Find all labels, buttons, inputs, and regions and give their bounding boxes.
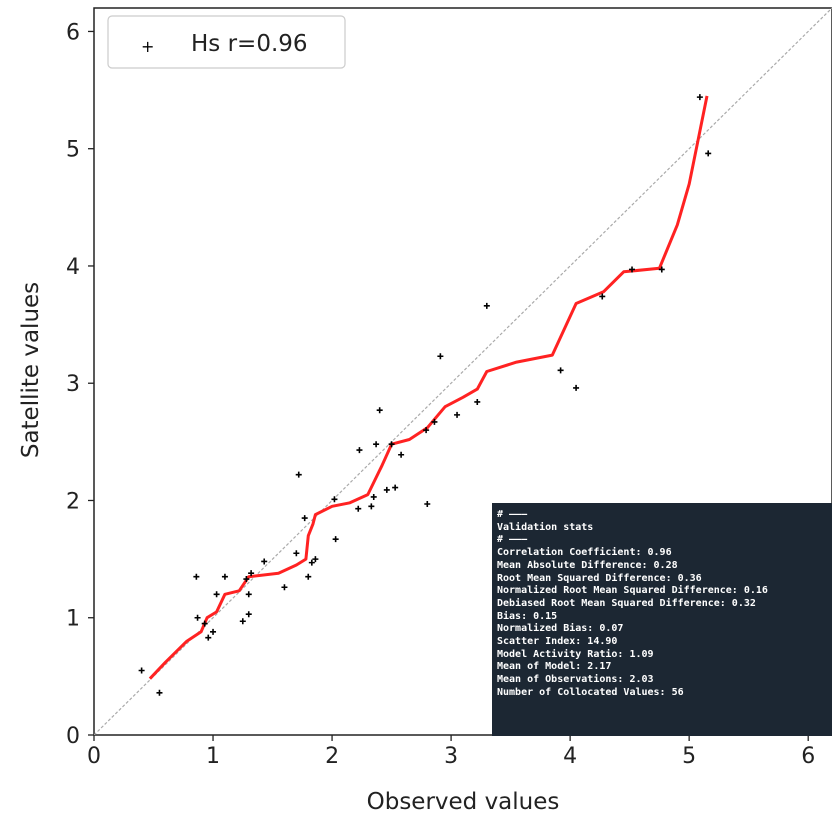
data-point-37 [437,353,444,360]
data-point-12 [248,570,255,577]
data-point-9 [239,618,246,625]
y-tick-label-2: 2 [66,489,80,514]
data-point-40 [483,302,490,309]
x-axis-label: Observed values [367,789,560,815]
data-point-44 [629,266,636,273]
data-point-32 [392,484,399,491]
y-tick-label-6: 6 [66,20,80,45]
data-point-43 [599,293,606,300]
stats-line-1: Validation stats [497,521,594,533]
x-tick-label-3: 3 [444,744,458,769]
x-tick-label-5: 5 [682,744,696,769]
data-point-17 [295,471,302,478]
data-point-13 [245,591,252,598]
data-point-11 [245,611,252,618]
stats-line-11: Model Activity Ratio: 1.09 [497,648,654,660]
data-point-47 [705,150,712,157]
stats-line-14: Number of Collocated Values: 56 [497,686,684,698]
data-point-18 [301,515,308,522]
legend-marker: + [141,37,154,56]
data-point-30 [383,486,390,493]
stats-line-9: Normalized Bias: 0.07 [497,623,624,635]
data-point-1 [156,689,163,696]
data-point-29 [376,407,383,414]
data-point-26 [368,503,375,510]
y-tick-label-3: 3 [66,372,80,397]
data-point-33 [398,451,405,458]
stats-line-6: Normalized Root Mean Squared Difference:… [497,585,768,597]
data-point-27 [370,493,377,500]
data-point-14 [261,558,268,565]
data-point-28 [373,441,380,448]
axis-ticks: 0 1 2 3 4 5 6 0 1 2 3 4 5 6 [66,20,815,769]
data-point-31 [388,441,395,448]
x-tick-label-6: 6 [801,744,815,769]
data-point-5 [205,634,212,641]
x-tick-label-2: 2 [325,744,339,769]
stats-line-3: Correlation Coefficient: 0.96 [497,547,672,559]
data-point-4 [201,620,208,627]
stats-line-4: Mean Absolute Difference: 0.28 [497,559,678,571]
data-point-16 [293,550,300,557]
data-point-22 [331,496,338,503]
stats-line-0: # ——— [497,509,528,520]
data-point-23 [332,536,339,543]
identity-line [93,7,832,736]
data-point-46 [696,94,703,101]
data-point-36 [431,418,438,425]
stats-line-12: Mean of Model: 2.17 [497,661,612,673]
data-point-7 [213,591,220,598]
stats-line-7: Debiased Root Mean Squared Difference: 0… [497,597,756,609]
y-tick-label-0: 0 [66,724,80,749]
x-tick-label-1: 1 [206,744,220,769]
qq-line [148,95,709,680]
x-tick-label-0: 0 [87,744,101,769]
data-point-42 [573,384,580,391]
data-point-38 [454,411,461,418]
data-point-34 [423,427,430,434]
data-point-45 [658,266,665,273]
data-point-35 [424,501,431,508]
y-tick-label-5: 5 [66,138,80,163]
stats-line-5: Root Mean Squared Difference: 0.36 [497,572,702,584]
data-point-24 [355,505,362,512]
data-point-39 [474,398,481,405]
x-tick-label-4: 4 [563,744,577,769]
stats-line-8: Bias: 0.15 [497,610,558,622]
legend-label: Hs r=0.96 [191,31,308,57]
data-point-10 [243,576,250,583]
data-point-21 [312,556,319,563]
data-point-8 [221,573,228,580]
data-point-20 [308,559,315,566]
stats-line-13: Mean of Observations: 2.03 [497,674,654,686]
y-tick-label-4: 4 [66,255,80,280]
data-point-15 [281,584,288,591]
legend-box [107,15,346,69]
data-point-3 [194,614,201,621]
data-point-6 [210,628,217,635]
validation-stats-box: # ——— Validation stats # ——— Correlation Co… [492,503,832,736]
legend: + Hs r=0.96 [107,15,346,69]
stats-line-2: # ——— [497,534,528,546]
stats-line-10: Scatter Index: 14.90 [497,636,618,648]
y-axis-label: Satellite values [18,282,44,458]
chart-marks [93,7,832,736]
y-tick-label-1: 1 [66,607,80,632]
data-point-0 [138,667,145,674]
data-point-19 [305,573,312,580]
data-point-25 [356,447,363,454]
data-point-2 [193,573,200,580]
data-point-41 [557,367,564,374]
